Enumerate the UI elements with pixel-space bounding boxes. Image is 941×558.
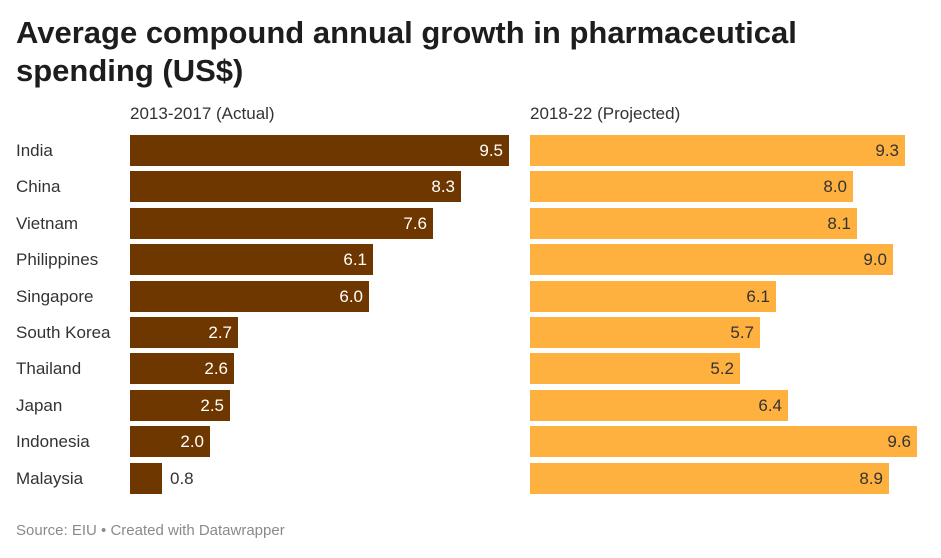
value-label-actual: 9.5: [479, 141, 503, 160]
value-label-projected: 6.4: [758, 396, 782, 415]
bar-actual: [130, 171, 461, 202]
category-label: India: [16, 141, 53, 160]
bar-actual: [130, 463, 162, 494]
source-note: Source: EIU • Created with Datawrapper: [16, 522, 285, 539]
category-label: Singapore: [16, 287, 94, 306]
bar-actual: [130, 353, 234, 384]
series-header-projected: 2018-22 (Projected): [530, 104, 681, 123]
bar-projected: [530, 281, 776, 312]
series-header-actual: 2013-2017 (Actual): [130, 104, 275, 123]
value-label-projected: 9.0: [863, 250, 887, 269]
bar-actual: [130, 317, 238, 348]
category-label: Indonesia: [16, 432, 90, 451]
bar-projected: [530, 317, 760, 348]
value-label-actual: 7.6: [403, 214, 427, 233]
category-label: Philippines: [16, 250, 99, 269]
category-label: Thailand: [16, 359, 82, 378]
value-label-projected: 6.1: [746, 287, 770, 306]
bar-projected: [530, 135, 905, 166]
bar-actual: [130, 135, 509, 166]
bar-projected: [530, 426, 917, 457]
value-label-projected: 8.0: [823, 177, 847, 196]
bar-actual: [130, 281, 369, 312]
bar-actual: [130, 208, 433, 239]
value-label-actual: 6.0: [339, 287, 363, 306]
value-label-projected: 5.7: [730, 323, 754, 342]
category-label: South Korea: [16, 323, 111, 342]
value-label-actual: 2.6: [204, 359, 228, 378]
category-label: Vietnam: [16, 214, 79, 233]
value-label-actual: 0.8: [170, 469, 194, 488]
category-label: Malaysia: [16, 469, 84, 488]
value-label-projected: 8.9: [859, 469, 883, 488]
value-label-projected: 5.2: [710, 359, 734, 378]
bar-actual: [130, 390, 230, 421]
value-label-projected: 8.1: [827, 214, 851, 233]
bar-projected: [530, 353, 740, 384]
bar-projected: [530, 463, 889, 494]
bar-actual: [130, 244, 373, 275]
value-label-actual: 2.0: [180, 432, 204, 451]
value-label-actual: 2.7: [208, 323, 232, 342]
category-label: China: [16, 177, 61, 196]
value-label-projected: 9.6: [887, 432, 911, 451]
chart-title: Average compound annual growth in pharma…: [16, 15, 797, 88]
bar-projected: [530, 244, 893, 275]
value-label-actual: 8.3: [431, 177, 455, 196]
value-label-actual: 2.5: [200, 396, 224, 415]
bar-projected: [530, 208, 857, 239]
value-label-actual: 6.1: [343, 250, 367, 269]
bar-projected: [530, 171, 853, 202]
bar-actual: [130, 426, 210, 457]
bar-projected: [530, 390, 788, 421]
category-label: Japan: [16, 396, 63, 415]
value-label-projected: 9.3: [875, 141, 899, 160]
